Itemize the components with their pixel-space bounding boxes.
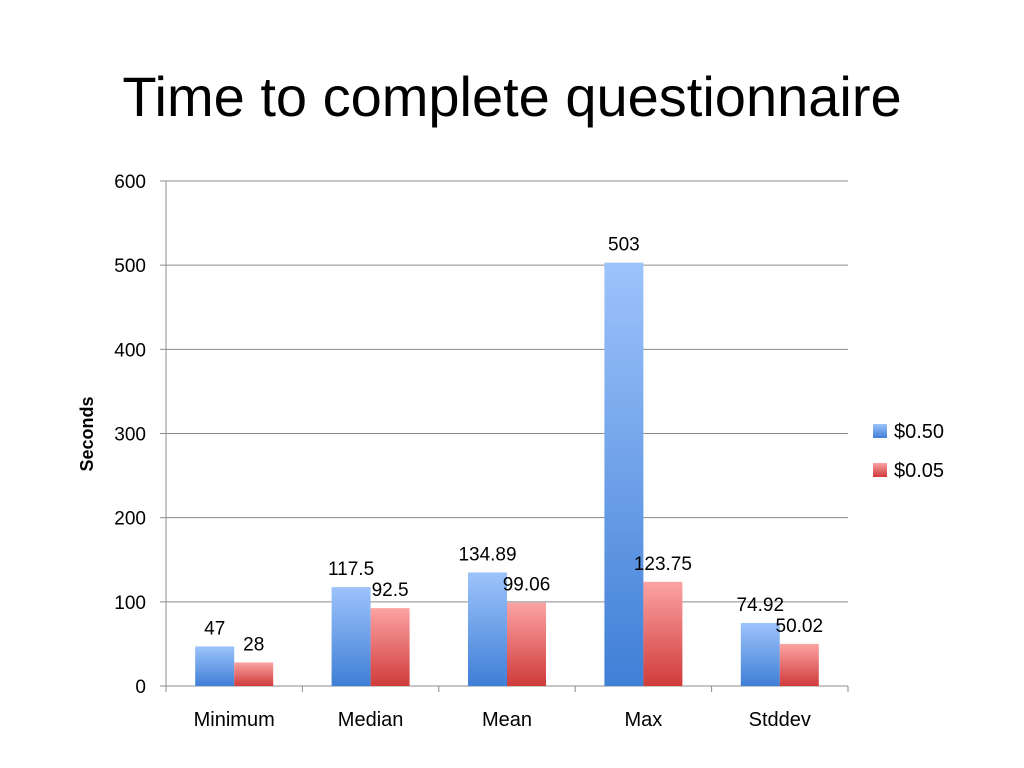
x-category-label: Stddev xyxy=(749,709,811,731)
legend: $0.50 $0.05 xyxy=(873,421,944,482)
y-tick-label: 600 xyxy=(114,172,146,193)
y-tick-label: 100 xyxy=(114,593,146,614)
y-tick-label: 0 xyxy=(135,677,146,698)
bar-series-1 xyxy=(331,587,371,686)
data-label: 74.92 xyxy=(737,595,785,616)
bar-series-1 xyxy=(468,572,507,686)
legend-label: $0.50 xyxy=(894,421,944,443)
data-label: 28 xyxy=(243,634,264,655)
data-label: 134.89 xyxy=(458,544,516,565)
legend-label: $0.05 xyxy=(894,460,944,482)
x-category-label: Max xyxy=(625,709,663,731)
data-label: 92.5 xyxy=(372,580,409,601)
legend-swatch xyxy=(873,424,887,438)
axes: 0 100 200 300 400 500 600 Minimum Median Mean Max S… xyxy=(114,172,849,731)
y-tick-label: 500 xyxy=(114,256,146,277)
bar-series-2 xyxy=(234,662,274,686)
gridlines xyxy=(166,180,848,603)
legend-swatch xyxy=(873,463,887,477)
x-category-label: Median xyxy=(338,709,404,731)
y-axis-title: Seconds xyxy=(77,396,97,471)
data-labels: 47 28 117.592.5 134.89 99.06 503 123.75 74.9250… xyxy=(204,235,823,656)
data-label: 117.5 xyxy=(328,559,374,580)
y-tick-label: 300 xyxy=(114,425,146,446)
data-label: 99.06 xyxy=(503,575,551,596)
bar-series-2 xyxy=(370,608,410,686)
bar-series-2 xyxy=(507,602,546,686)
x-category-label: Minimum xyxy=(194,709,275,731)
x-category-label: Mean xyxy=(482,709,532,731)
data-label: 47 xyxy=(204,618,225,639)
bar-series-1 xyxy=(195,646,235,686)
data-label: 50.02 xyxy=(776,616,824,637)
bar-series-1 xyxy=(604,262,644,686)
bars xyxy=(195,262,819,686)
y-tick-label: 400 xyxy=(114,340,146,361)
data-label: 123.75 xyxy=(634,554,692,575)
bar-series-2 xyxy=(643,581,683,686)
y-tick-label: 200 xyxy=(114,509,146,530)
slide-title: Time to complete questionnaire xyxy=(122,65,902,128)
bar-series-1 xyxy=(740,622,780,686)
bar-series-2 xyxy=(779,643,819,686)
data-label: 503 xyxy=(608,235,640,256)
